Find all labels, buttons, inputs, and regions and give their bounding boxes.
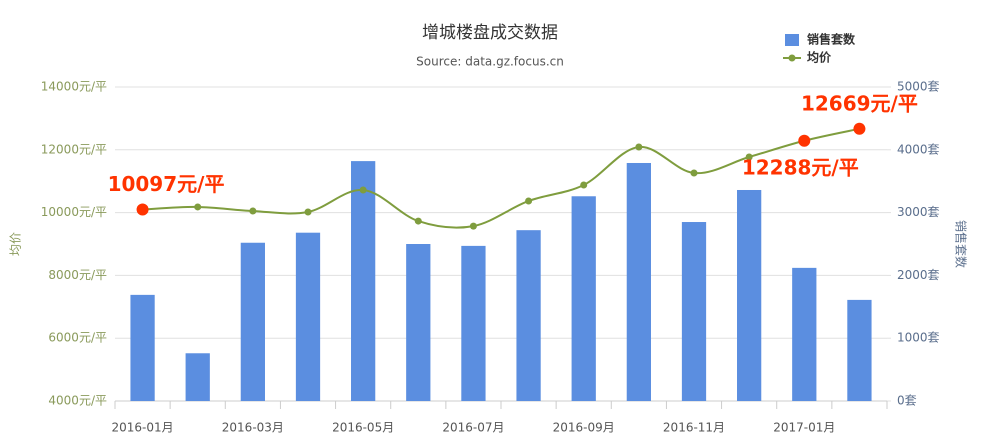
y-tick-label: 12000元/平: [41, 142, 107, 156]
bar: [681, 222, 707, 401]
point: [469, 222, 477, 230]
point: [194, 203, 202, 211]
y-tick-label: 8000元/平: [48, 268, 107, 282]
y-tick-label: 14000元/平: [41, 80, 107, 94]
point: [304, 208, 312, 216]
line: [142, 127, 860, 229]
y-tick-label: 6000元/平: [48, 331, 107, 345]
point: [525, 197, 533, 205]
bar: [737, 189, 762, 401]
y2-tick-label: 1000套: [897, 331, 940, 345]
data-label: 12669元/平: [801, 91, 918, 115]
point: [798, 134, 811, 147]
legend-label: 销售套数: [807, 32, 856, 47]
chart-title: 增城楼盘成交数据: [422, 23, 558, 43]
x-tick-label: 2016-11月: [663, 421, 725, 435]
bar: [571, 196, 596, 401]
data-label: 12288元/平: [742, 155, 859, 179]
y2-axis-title: 销售套数: [954, 220, 969, 268]
bar: [351, 161, 376, 401]
y-tick-label: 4000元/平: [48, 394, 107, 408]
point: [853, 122, 866, 135]
x-tick-label: 2016-07月: [442, 421, 504, 435]
chart-subtitle: Source: data.gz.focus.cn: [416, 55, 564, 69]
bar: [130, 294, 155, 401]
x-tick-label: 2016-03月: [222, 421, 284, 435]
point: [635, 143, 643, 151]
y2-tick-label: 3000套: [897, 205, 940, 219]
y2-tick-label: 4000套: [897, 142, 940, 156]
legend-label: 均价: [807, 50, 832, 65]
x-tick-label: 2016-09月: [553, 421, 615, 435]
y2-tick-label: 5000套: [897, 80, 940, 94]
bar: [240, 242, 265, 401]
legend-swatch: [788, 54, 796, 62]
point: [745, 153, 753, 161]
data-label: 10097元/平: [108, 172, 225, 196]
bar: [792, 267, 817, 401]
y-tick-label: 10000元/平: [41, 205, 107, 219]
x-tick-label: 2016-01月: [112, 421, 174, 435]
point: [690, 169, 698, 177]
bar: [185, 353, 210, 401]
bar: [847, 299, 872, 401]
x-tick-label: 2017-01月: [773, 421, 835, 435]
bar: [295, 232, 321, 401]
bar: [516, 230, 541, 401]
point: [249, 207, 257, 215]
y2-tick-label: 2000套: [897, 268, 940, 282]
x-tick-label: 2016-05月: [332, 421, 394, 435]
y2-tick-label: 0套: [897, 394, 917, 408]
point: [414, 217, 422, 225]
point: [136, 203, 149, 216]
bar: [461, 245, 486, 401]
point: [580, 181, 588, 189]
legend-swatch: [785, 34, 799, 46]
y-axis-title: 均价: [9, 232, 23, 256]
bar: [626, 162, 651, 401]
point: [359, 186, 367, 194]
bar: [406, 244, 431, 401]
